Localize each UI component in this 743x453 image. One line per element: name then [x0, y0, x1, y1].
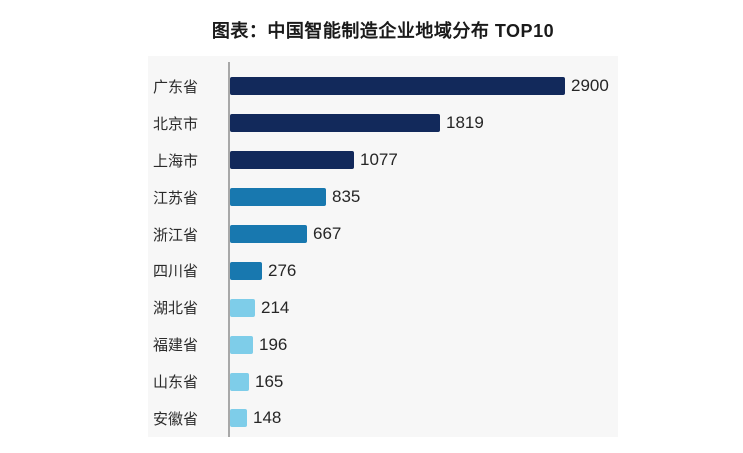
bar-row: 山东省 165 — [148, 363, 618, 400]
category-label: 四川省 — [153, 263, 199, 281]
bar-track: 1077 — [228, 142, 618, 179]
bar-row: 安徽省 148 — [148, 400, 618, 437]
value-label: 835 — [332, 187, 361, 207]
bar — [230, 409, 247, 428]
category-label: 广东省 — [153, 78, 199, 96]
category-label: 上海市 — [153, 152, 199, 170]
bar — [230, 372, 249, 391]
bar-track: 148 — [228, 400, 618, 437]
bar-track: 667 — [228, 216, 618, 253]
bar-track: 2900 — [228, 68, 618, 105]
value-label: 148 — [253, 408, 282, 428]
bar — [230, 188, 326, 207]
bar-track: 214 — [228, 289, 618, 326]
bar-row: 四川省 276 — [148, 252, 618, 289]
bar-track: 1819 — [228, 105, 618, 142]
category-label: 福建省 — [153, 337, 199, 355]
bar — [230, 225, 307, 243]
bar — [230, 151, 354, 170]
bar-row: 上海市 1077 — [148, 142, 618, 179]
bar-track: 165 — [228, 363, 618, 400]
bar-row: 福建省 196 — [148, 326, 618, 363]
bar-track: 835 — [228, 179, 618, 216]
bar — [230, 335, 253, 354]
value-label: 276 — [268, 260, 297, 280]
y-axis-line — [228, 62, 230, 437]
bar — [230, 298, 255, 317]
value-label: 1819 — [446, 113, 484, 133]
value-label: 667 — [313, 224, 342, 243]
value-label: 1077 — [360, 150, 398, 170]
bar-row: 浙江省 667 — [148, 216, 618, 253]
value-label: 165 — [255, 371, 284, 391]
category-label: 浙江省 — [153, 226, 199, 244]
bar-track: 276 — [228, 252, 618, 289]
category-label: 湖北省 — [153, 300, 199, 318]
bar — [230, 261, 262, 280]
bar-row: 北京市 1819 — [148, 105, 618, 142]
chart-title: 图表：中国智能制造企业地域分布 TOP10 — [211, 21, 555, 41]
bar — [230, 77, 565, 96]
chart-panel: 广东省 2900 北京市 1819 上海市 1077 江苏省 835 浙江省 6… — [148, 56, 618, 437]
category-label: 江苏省 — [153, 189, 199, 207]
bar-row: 广东省 2900 — [148, 68, 618, 105]
category-label: 北京市 — [153, 115, 199, 133]
bar-track: 196 — [228, 326, 618, 363]
category-label: 山东省 — [153, 374, 199, 392]
value-label: 2900 — [571, 76, 609, 96]
bar-row: 江苏省 835 — [148, 179, 618, 216]
bar-rows: 广东省 2900 北京市 1819 上海市 1077 江苏省 835 浙江省 6… — [148, 68, 618, 437]
bar — [230, 114, 440, 133]
value-label: 214 — [261, 297, 290, 317]
category-label: 安徽省 — [153, 410, 199, 428]
value-label: 196 — [259, 334, 288, 354]
bar-row: 湖北省 214 — [148, 289, 618, 326]
